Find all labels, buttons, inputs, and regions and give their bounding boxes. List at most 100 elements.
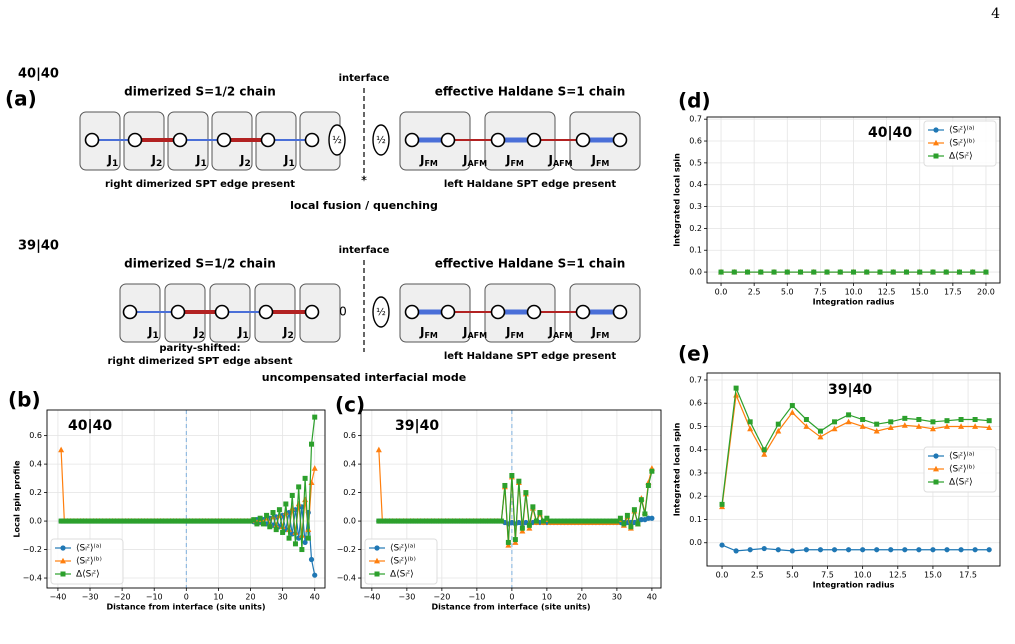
config-label: 39|40: [18, 239, 59, 254]
bond-label: JFM: [419, 153, 438, 168]
data-point: [435, 518, 441, 524]
data-point: [540, 518, 546, 524]
spin-site: [575, 132, 591, 148]
legend-label: ⟨Sₗᶻ⟩⁽ᵃ⁾: [76, 544, 101, 554]
data-point: [628, 524, 634, 530]
data-point: [383, 518, 389, 524]
legend-label: ⟨Sₗᶻ⟩⁽ᵇ⁾: [390, 557, 416, 567]
y-tick-label: −0.2: [23, 545, 42, 554]
legend-marker: [60, 557, 66, 564]
data-point: [167, 518, 173, 524]
bond-subscript: 2: [198, 331, 204, 341]
bond-subscript: 1: [242, 331, 248, 341]
bond-symbol: J: [237, 325, 242, 339]
axes-frame: [706, 116, 1001, 284]
data-point: [498, 518, 504, 524]
x-tick-label: 12.5: [878, 288, 896, 297]
data-point: [874, 421, 880, 427]
bond-symbol: J: [193, 325, 198, 339]
annotation: 39|40: [395, 418, 439, 434]
data-point: [888, 419, 894, 425]
data-point: [502, 482, 508, 488]
data-point: [311, 465, 318, 471]
data-point: [845, 418, 852, 425]
bond-subscript: 1: [152, 331, 158, 341]
data-point: [718, 269, 724, 275]
data-point: [832, 419, 838, 425]
data-point: [446, 518, 452, 524]
bond-subscript: 2: [244, 159, 250, 169]
data-point: [61, 518, 67, 524]
y-tick-label: 0.2: [689, 492, 702, 501]
data-point: [432, 518, 438, 524]
bond-label: JAFM: [548, 153, 573, 168]
data-point: [509, 473, 515, 479]
y-tick-label: 0.3: [689, 202, 702, 211]
chain-title: dimerized S=1/2 chain: [124, 85, 276, 99]
edge-label: ½: [376, 134, 386, 146]
y-axis-label: Integrated local spin: [673, 422, 682, 516]
data-point: [379, 518, 385, 524]
data-point: [930, 419, 936, 425]
x-tick-label: −40: [363, 593, 380, 602]
x-tick-label: 30: [612, 593, 622, 602]
bond-symbol: J: [548, 153, 553, 167]
chain-title: effective Haldane S=1 chain: [435, 257, 626, 271]
data-point: [649, 468, 655, 474]
data-point: [565, 518, 571, 524]
caption: uncompensated interfacial mode: [262, 371, 466, 384]
spin-site: [304, 304, 320, 320]
bond-symbol: J: [195, 153, 200, 167]
bond-subscript: 2: [287, 331, 293, 341]
spin-site: [575, 304, 591, 320]
data-point: [68, 518, 74, 524]
x-tick-label: 20: [245, 593, 255, 602]
data-point: [219, 518, 225, 524]
data-point: [784, 269, 790, 275]
caption: parity-shifted:: [159, 343, 240, 354]
bond-subscript: FM: [596, 331, 609, 340]
y-tick-label: 0.2: [689, 224, 702, 233]
legend-label: Δ⟨Sₗᶻ⟩: [949, 152, 973, 162]
edge-ellipse: [328, 124, 346, 156]
y-tick-label: 0.2: [29, 488, 42, 497]
x-tick-label: 10.0: [845, 288, 863, 297]
data-point: [439, 518, 445, 524]
data-point: [251, 517, 257, 523]
data-point: [983, 269, 989, 275]
x-tick-label: 10.0: [854, 571, 872, 580]
x-tick-label: 17.5: [959, 571, 977, 580]
data-point: [817, 547, 824, 553]
spin-site: [84, 132, 100, 148]
bond-symbol: J: [462, 153, 467, 167]
data-point: [603, 518, 609, 524]
data-point: [279, 523, 286, 530]
data-point: [944, 547, 950, 553]
data-point: [523, 490, 529, 496]
data-point: [719, 542, 725, 548]
x-tick-label: 5.0: [781, 288, 794, 297]
data-point: [789, 409, 796, 415]
data-point: [244, 518, 250, 524]
x-tick-label: 17.5: [944, 288, 962, 297]
data-point: [270, 510, 276, 516]
bond-symbol: J: [147, 325, 152, 339]
x-tick-label: 15.0: [911, 288, 929, 297]
bond-symbol: J: [107, 153, 112, 167]
data-point: [505, 539, 511, 545]
x-tick-label: −30: [82, 593, 99, 602]
data-point: [109, 518, 115, 524]
data-point: [930, 547, 936, 553]
bond-subscript: 2: [156, 159, 162, 169]
caption: left Haldane SPT edge present: [444, 351, 617, 362]
data-point: [554, 518, 560, 524]
y-tick-label: 0.3: [689, 468, 702, 477]
data-point: [93, 518, 99, 524]
bond-symbol: J: [239, 153, 244, 167]
caption: local fusion / quenching: [290, 199, 438, 212]
data-point: [309, 441, 315, 447]
data-point: [183, 518, 189, 524]
data-point: [180, 518, 186, 524]
bond-subscript: 1: [112, 159, 118, 169]
data-point: [758, 269, 764, 275]
